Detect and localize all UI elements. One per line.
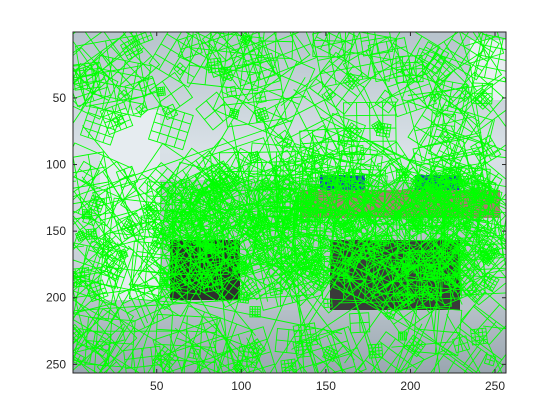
feature-line xyxy=(0,246,84,280)
y-tick-label: 150 xyxy=(46,224,66,238)
x-tick-label: 150 xyxy=(316,379,336,393)
y-tick-label: 100 xyxy=(46,158,66,172)
feature-line xyxy=(12,181,76,186)
x-tick-label: 100 xyxy=(231,379,251,393)
feature-line xyxy=(0,66,79,73)
y-tick-label: 250 xyxy=(46,357,66,371)
x-tick-label: 250 xyxy=(485,379,505,393)
y-tick-label: 200 xyxy=(46,291,66,305)
x-tick-label: 200 xyxy=(400,379,420,393)
y-tick-label: 50 xyxy=(53,91,67,105)
x-tick-label: 50 xyxy=(150,379,164,393)
